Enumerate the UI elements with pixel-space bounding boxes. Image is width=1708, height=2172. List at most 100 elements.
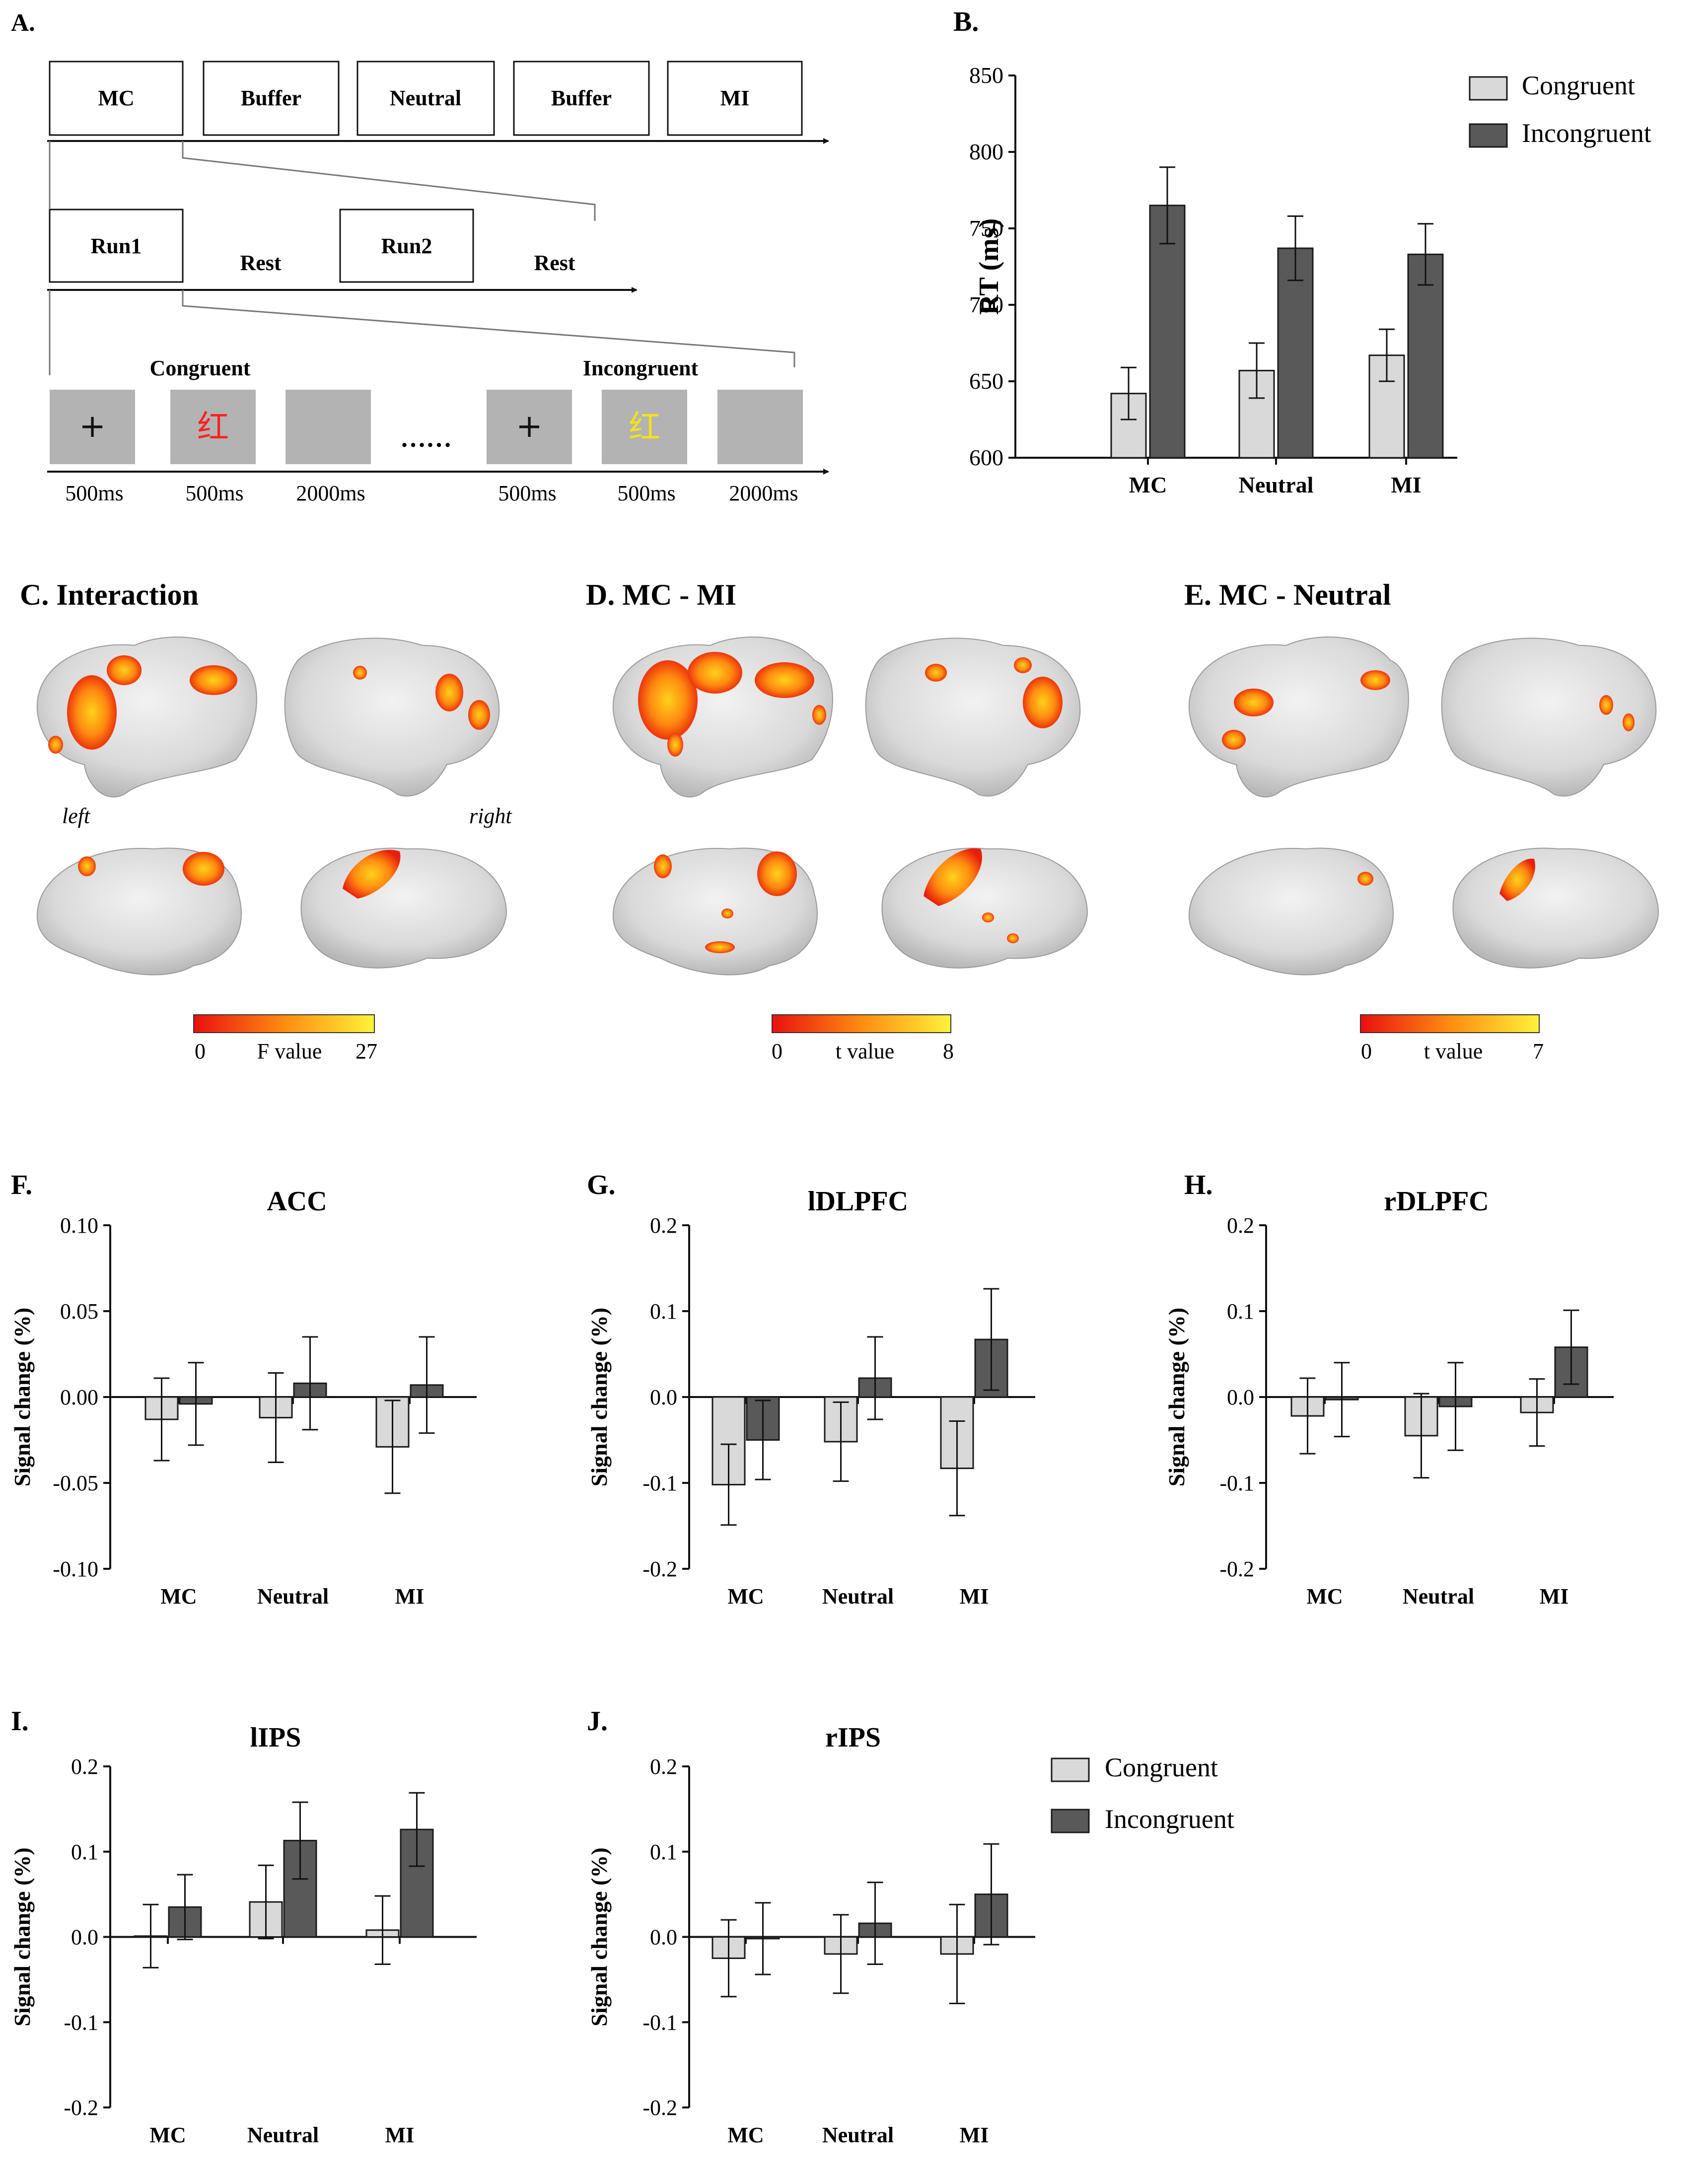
activation-blob — [67, 675, 117, 750]
stimulus-screen — [285, 390, 371, 464]
y-tick-label: -0.2 — [642, 2096, 677, 2120]
y-axis-label: Signal change (%) — [586, 1308, 612, 1486]
timing-label: 2000ms — [296, 481, 365, 505]
activation-blob — [78, 856, 96, 876]
zoom-line — [182, 290, 795, 367]
y-tick-label: -0.1 — [64, 2010, 98, 2034]
bar-incongruent-mc — [1149, 205, 1186, 459]
colorbar — [772, 1014, 951, 1033]
chart-title: lDLPFC — [808, 1186, 908, 1217]
timing-label: 500ms — [185, 481, 243, 505]
y-tick-label: 600 — [969, 445, 1003, 470]
activation-blob — [1234, 689, 1274, 716]
panel-label: I. — [11, 1706, 29, 1737]
activation-blob — [1499, 858, 1535, 901]
block-box — [356, 61, 495, 136]
colorbar-max: 8 — [943, 1039, 954, 1063]
chart-g: G. lDLPFC -0.2 -0.1 0.0 0.1 0.2 MC Neutral MI Sign… — [586, 1170, 1035, 1609]
y-tick-label: 0.1 — [650, 1299, 677, 1324]
x-category-label: Neutral — [1403, 1584, 1474, 1609]
activation-blob — [107, 655, 142, 685]
rest-label: Rest — [240, 251, 281, 275]
x-category-label: MI — [960, 1584, 989, 1609]
x-category-label: MC — [160, 1584, 197, 1609]
chart-title: rIPS — [825, 1722, 881, 1753]
colorbar-max: 27 — [356, 1039, 377, 1063]
panel-c-label: C. Interaction — [20, 578, 199, 611]
y-tick-label: 0.1 — [650, 1840, 677, 1864]
yellow-word-stimulus: 红 — [629, 410, 660, 445]
y-tick-label: 700 — [969, 292, 1003, 317]
y-tick-label: 800 — [969, 139, 1003, 164]
y-tick-label: 0.0 — [71, 1925, 98, 1950]
stimulus-screen — [487, 390, 572, 464]
bar-incongruent-mi — [1407, 253, 1444, 459]
stimulus-screen — [50, 390, 135, 464]
y-tick-label: -0.1 — [1219, 1471, 1254, 1495]
y-tick-label: 0.05 — [60, 1299, 98, 1324]
block-box — [667, 61, 803, 136]
y-tick-label: 0.0 — [650, 1385, 677, 1409]
activation-blob — [1623, 713, 1635, 731]
run-box — [49, 209, 184, 283]
y-tick-label: 850 — [969, 63, 1003, 88]
y-tick-label: 0.0 — [650, 1925, 677, 1950]
x-category-label: MI — [385, 2123, 415, 2147]
x-category-label: MI — [1540, 1584, 1569, 1609]
brain-lateral-left — [1188, 636, 1409, 798]
legend-swatch-incongruent — [1051, 1809, 1090, 1833]
trial-header-congruent: Congruent — [150, 356, 251, 380]
panel-a: A. MC Buffer Neutral Buffer MI Run1 Rest… — [11, 8, 829, 505]
block-label: Buffer — [241, 86, 301, 110]
block-box — [203, 61, 340, 136]
trial-header-incongruent: Incongruent — [583, 356, 699, 380]
activation-blob — [812, 705, 826, 725]
activation-blob — [755, 662, 814, 698]
timing-label: 500ms — [65, 481, 123, 505]
activation-blob — [982, 912, 994, 922]
activation-blob — [1222, 730, 1246, 750]
colorbar-label: F value — [257, 1039, 322, 1063]
block-label: MC — [98, 86, 134, 110]
brain-side-left: left — [62, 804, 91, 828]
x-category-label: MI — [960, 2123, 989, 2147]
y-tick-label: -0.10 — [53, 1557, 98, 1581]
chart-f: F. ACC -0.10 -0.05 0.00 0.05 0.10 MC Neutral MI Si… — [9, 1170, 477, 1609]
x-category-label: Neutral — [822, 2123, 894, 2147]
y-tick-label: 0.00 — [60, 1385, 98, 1409]
chart-i: I. lIPS -0.2 -0.1 0.0 0.1 0.2 MC Neutral MI Signal… — [9, 1706, 477, 2147]
chart-b: B. 600 650 700 750 800 850 MC Neutral MI RT (ms) — [953, 6, 1457, 497]
colorbar-min: 0 — [772, 1039, 783, 1063]
chart-j: J. rIPS -0.2 -0.1 0.0 0.1 0.2 MC Neutral MI Signal… — [586, 1706, 1035, 2147]
run-box — [339, 209, 474, 283]
activation-blob — [435, 674, 463, 711]
colorbar — [193, 1014, 375, 1033]
stimulus-screen — [170, 390, 256, 464]
x-category-label: MC — [149, 2123, 186, 2147]
timing-label: 2000ms — [729, 481, 798, 505]
panel-e-brains: E. MC - Neutral 0 t value 7 — [1184, 578, 1659, 1063]
legend-label-incongruent: Incongruent — [1522, 118, 1651, 148]
activation-blob — [1023, 677, 1063, 728]
fixation-cross: + — [516, 408, 543, 445]
y-axis-label: Signal change (%) — [9, 1308, 35, 1486]
y-tick-label: 0.1 — [71, 1840, 98, 1864]
colorbar — [1360, 1014, 1540, 1033]
brain-lateral-right — [1441, 637, 1657, 797]
run-label: Run2 — [381, 234, 432, 258]
activation-blob — [1360, 670, 1390, 690]
y-tick-label: -0.2 — [642, 1557, 677, 1581]
x-category-label: MI — [395, 1584, 425, 1609]
x-category-label: Neutral — [822, 1584, 894, 1609]
fixation-cross: + — [79, 408, 106, 445]
x-category-label: Neutral — [257, 1584, 329, 1609]
y-tick-label: 0.2 — [71, 1754, 98, 1779]
timing-label: 500ms — [617, 481, 675, 505]
activation-blob — [48, 736, 63, 754]
colorbar-min: 0 — [1361, 1039, 1372, 1063]
activation-blob — [468, 700, 490, 730]
panel-label: G. — [587, 1170, 616, 1200]
y-tick-label: -0.1 — [642, 1471, 677, 1495]
colorbar-min: 0 — [195, 1039, 206, 1063]
legend-label-congruent: Congruent — [1105, 1752, 1218, 1782]
